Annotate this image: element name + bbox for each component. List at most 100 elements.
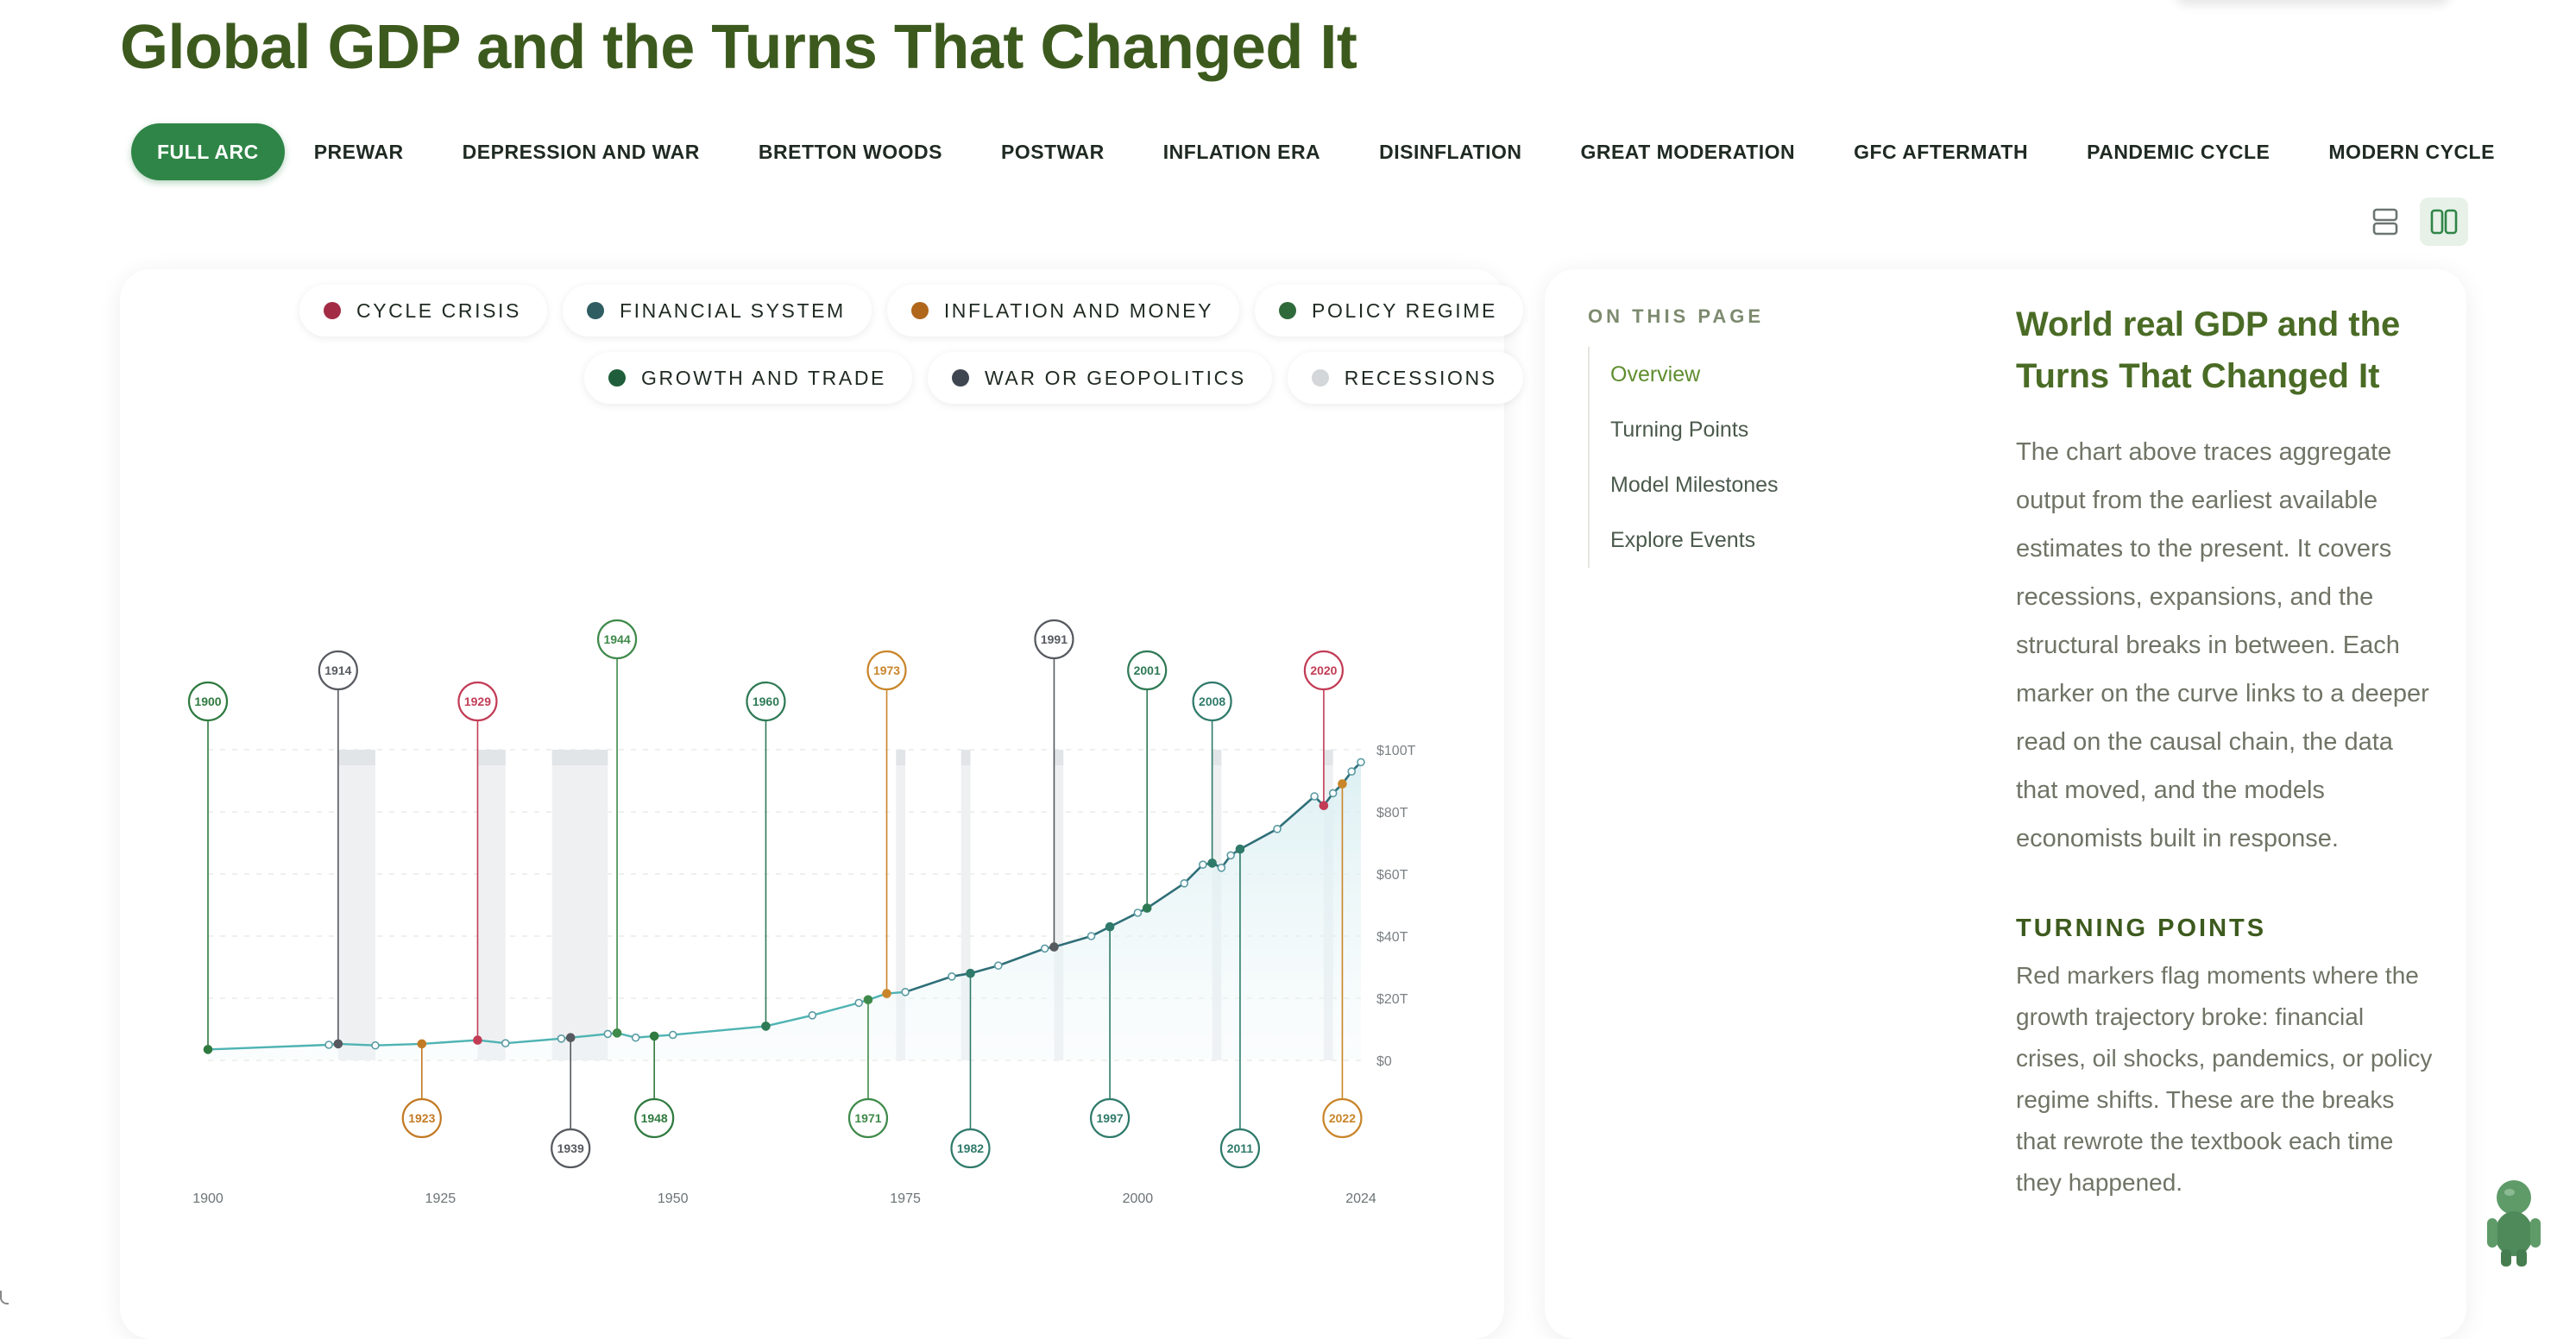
- recession-band: [337, 750, 375, 1060]
- event-marker: [634, 1097, 675, 1139]
- data-point: [565, 1033, 576, 1043]
- recession-band: [477, 750, 506, 1060]
- legend-row: GROWTH AND TRADE WAR OR GEOPOLITICS RECE…: [584, 352, 1523, 404]
- tab-inflation-era[interactable]: INFLATION ERA: [1162, 141, 1321, 163]
- event-marker: [457, 681, 498, 722]
- toc-item-explore-events[interactable]: Explore Events: [1610, 528, 1756, 552]
- x-tick-label: 1950: [658, 1191, 689, 1206]
- data-point: [603, 1029, 613, 1039]
- data-point: [1105, 921, 1115, 932]
- tab-postwar[interactable]: POSTWAR: [1000, 141, 1105, 163]
- tab-full-arc[interactable]: FULL ARC: [131, 123, 285, 180]
- recession-band-cap: [551, 750, 608, 765]
- tab-pandemic-cycle[interactable]: PANDEMIC CYCLE: [2087, 141, 2271, 163]
- data-point: [501, 1039, 510, 1048]
- data-point: [203, 1045, 213, 1054]
- recession-band-cap: [960, 750, 971, 765]
- recession-band-cap: [1054, 750, 1064, 765]
- event-marker: [866, 650, 907, 691]
- event-label: 1971: [854, 1111, 881, 1125]
- toc-item-model-milestones[interactable]: Model Milestones: [1610, 473, 1779, 497]
- legend-financial-system[interactable]: FINANCIAL SYSTEM: [562, 285, 872, 336]
- event-label: 1900: [194, 695, 221, 708]
- tab-great-moderation[interactable]: GREAT MODERATION: [1580, 141, 1796, 163]
- data-point: [668, 1030, 677, 1040]
- legend-label: INFLATION AND MONEY: [943, 299, 1214, 322]
- legend-label: GROWTH AND TRADE: [641, 366, 886, 389]
- data-point: [1328, 789, 1338, 798]
- data-point: [1199, 860, 1207, 870]
- toc-heading: ON THIS PAGE: [1588, 305, 1765, 327]
- data-point: [1310, 792, 1319, 801]
- legend-dot: [910, 302, 929, 319]
- recession-band-cap: [896, 750, 906, 765]
- data-point: [1347, 767, 1357, 776]
- legend-growth-and-trade[interactable]: GROWTH AND TRADE: [584, 352, 912, 404]
- data-point: [1319, 801, 1329, 811]
- tab-modern-cycle[interactable]: MODERN CYCLE: [2328, 141, 2495, 163]
- legend-recessions[interactable]: RECESSIONS: [1287, 352, 1523, 404]
- tab-bretton-woods[interactable]: BRETTON WOODS: [758, 141, 942, 163]
- article: World real GDP and the Turns That Change…: [2016, 299, 2439, 1204]
- tab-prewar[interactable]: PREWAR: [313, 141, 404, 163]
- y-tick-label: $100T: [1376, 744, 1416, 758]
- data-point: [333, 1039, 343, 1049]
- legend-policy-regime[interactable]: POLICY REGIME: [1255, 285, 1523, 336]
- stacked-view-button[interactable]: [2361, 198, 2409, 246]
- data-point: [612, 1028, 622, 1038]
- y-tick-label: $60T: [1376, 868, 1408, 883]
- event-label: 1929: [464, 695, 491, 708]
- split-view-button[interactable]: [2420, 198, 2468, 246]
- event-label: 1973: [873, 663, 900, 677]
- data-point: [1133, 908, 1143, 917]
- toc-item-overview[interactable]: Overview: [1610, 362, 1701, 387]
- recession-band: [960, 750, 971, 1060]
- data-point: [808, 1010, 817, 1020]
- robot-mascot-icon[interactable]: [2484, 1173, 2544, 1268]
- event-label: 1939: [557, 1141, 584, 1155]
- gdp-line: [207, 990, 906, 1051]
- data-point: [1040, 944, 1049, 953]
- data-point: [1226, 851, 1235, 860]
- tab-disinflation[interactable]: DISINFLATION: [1379, 141, 1522, 163]
- tab-gfc-aftermath[interactable]: GFC AFTERMATH: [1854, 141, 2029, 163]
- x-tick-label: 2024: [1345, 1191, 1376, 1206]
- legend-row: CYCLE CRISIS FINANCIAL SYSTEM INFLATION …: [299, 285, 1523, 336]
- data-point: [1357, 758, 1365, 767]
- legend-inflation-and-money[interactable]: INFLATION AND MONEY: [886, 285, 1240, 336]
- event-label: 2001: [1134, 663, 1161, 677]
- recession-band: [1054, 750, 1064, 1060]
- event-marker: [1089, 1097, 1131, 1139]
- legend-dot: [951, 369, 969, 387]
- toc-item-turning-points[interactable]: Turning Points: [1610, 418, 1749, 442]
- event-label: 2008: [1199, 695, 1225, 708]
- data-point: [649, 1031, 659, 1041]
- event-label: 1914: [324, 663, 351, 677]
- legend-war-or-geopolitics[interactable]: WAR OR GEOPOLITICS: [927, 352, 1272, 404]
- data-point: [417, 1039, 427, 1049]
- legend-label: POLICY REGIME: [1312, 299, 1497, 322]
- data-point: [1273, 824, 1282, 833]
- event-marker: [187, 681, 229, 722]
- event-label: 2011: [1227, 1141, 1254, 1155]
- event-marker: [1219, 1128, 1261, 1169]
- data-point: [557, 1034, 566, 1043]
- event-label: 1960: [753, 695, 779, 708]
- y-tick-label: $80T: [1376, 806, 1408, 820]
- x-tick-label: 2000: [1123, 1191, 1154, 1206]
- section-body: Red markers flag moments where the growt…: [2016, 962, 2433, 1196]
- toc-list: Overview Turning Points Model Milestones…: [1588, 347, 1779, 568]
- data-point: [966, 968, 975, 978]
- x-tick-label: 1900: [192, 1191, 224, 1206]
- legend-cycle-crisis[interactable]: CYCLE CRISIS: [299, 285, 547, 336]
- page-title: Global GDP and the Turns That Changed It: [120, 13, 1357, 82]
- legend-label: WAR OR GEOPOLITICS: [984, 366, 1246, 389]
- data-point: [1142, 903, 1152, 913]
- event-label: 1923: [408, 1111, 435, 1125]
- data-point: [882, 989, 891, 998]
- article-intro: The chart above traces aggregate output …: [2016, 438, 2429, 852]
- rows-layout-icon: [2372, 208, 2398, 236]
- event-label: 1982: [957, 1141, 984, 1155]
- tab-depression-and-war[interactable]: DEPRESSION AND WAR: [462, 141, 700, 163]
- event-label: 1944: [603, 632, 630, 646]
